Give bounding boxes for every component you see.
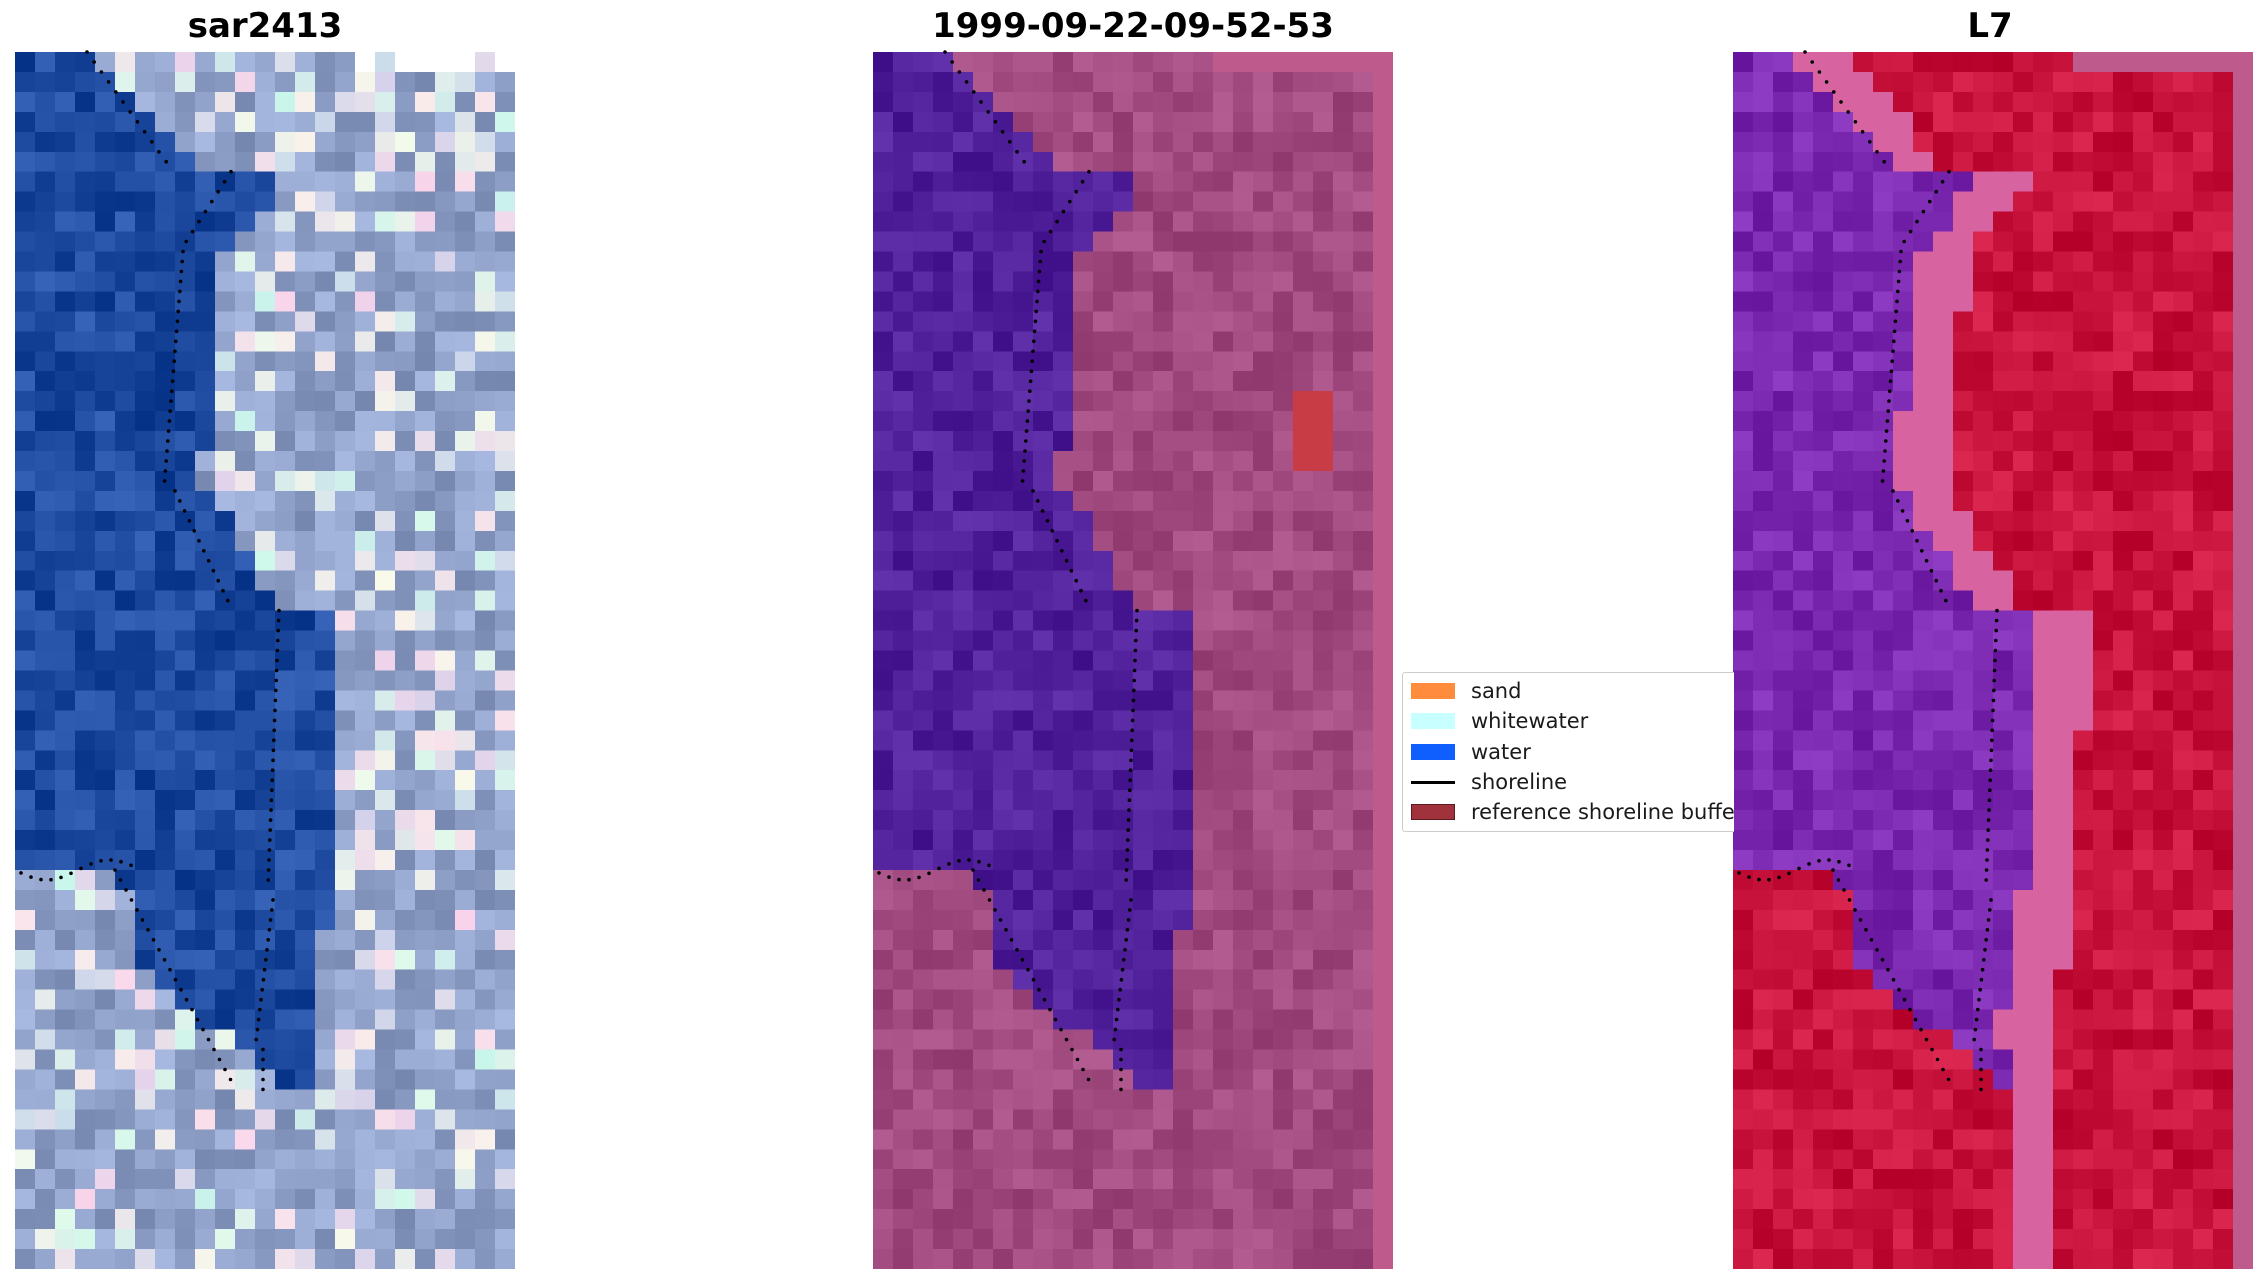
legend-swatch-sand <box>1411 683 1455 699</box>
legend-label: water <box>1471 740 1531 764</box>
legend-item-water: water <box>1411 738 1531 766</box>
legend-swatch-water <box>1411 744 1455 760</box>
rgb-satellite-image <box>15 52 515 1269</box>
legend-label: sand <box>1471 679 1522 703</box>
legend-line-shoreline <box>1411 780 1455 784</box>
legend-item-sand: sand <box>1411 677 1521 705</box>
legend: sand whitewater water shoreline referenc… <box>1402 672 1734 832</box>
water-index-image <box>1733 52 2253 1269</box>
legend-item-reference-buffer: reference shoreline buffe <box>1411 798 1734 826</box>
legend-item-whitewater: whitewater <box>1411 707 1588 735</box>
panel-title-index: L7 <box>1967 6 2013 46</box>
panel-title-rgb: sar2413 <box>187 6 343 46</box>
legend-swatch-whitewater <box>1411 713 1455 729</box>
legend-item-shoreline: shoreline <box>1411 768 1567 796</box>
legend-label: reference shoreline buffe <box>1471 800 1734 824</box>
legend-swatch-reference-buffer <box>1411 804 1455 820</box>
legend-label: whitewater <box>1471 709 1589 733</box>
panel-title-classification: 1999-09-22-09-52-53 <box>932 6 1334 46</box>
legend-label: shoreline <box>1471 770 1568 794</box>
classified-image <box>873 52 1393 1269</box>
